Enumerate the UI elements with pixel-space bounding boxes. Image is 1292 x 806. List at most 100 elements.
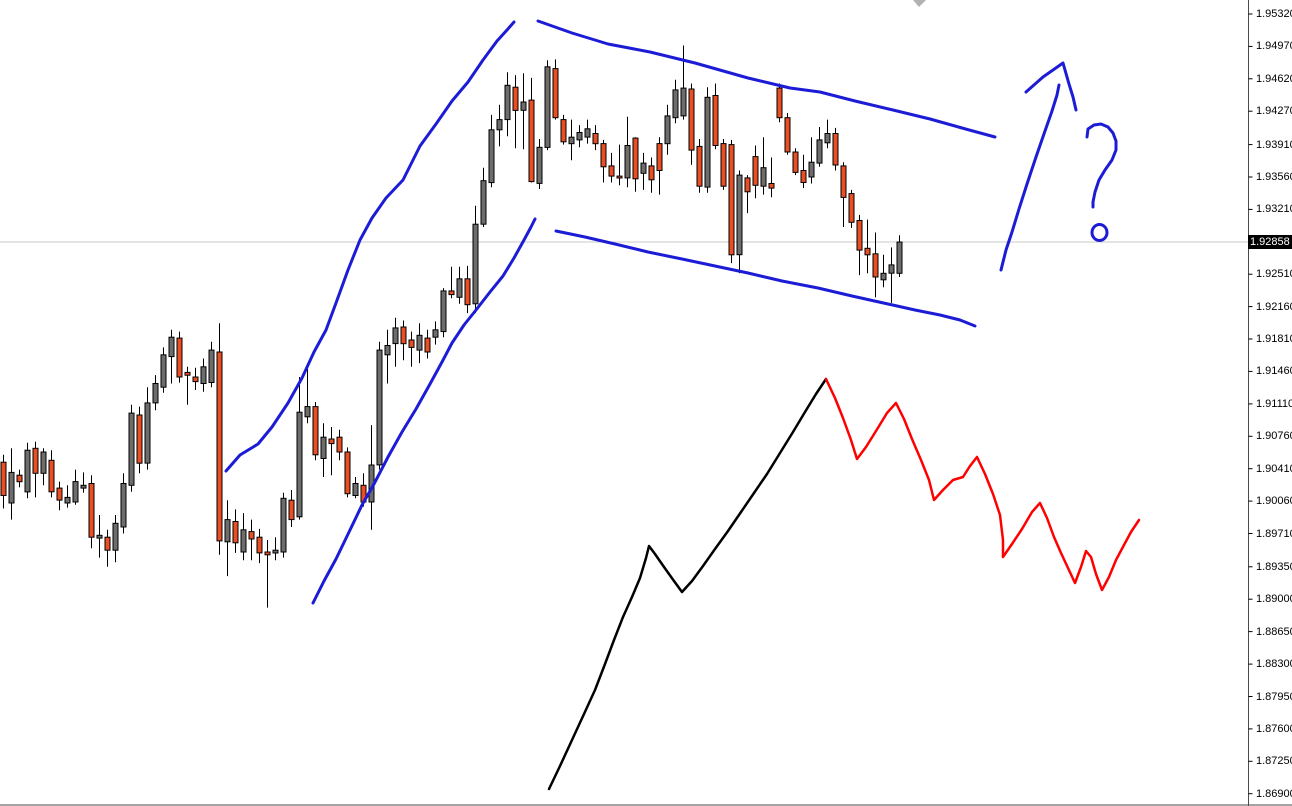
candle bbox=[512, 75, 519, 149]
candle-body bbox=[112, 522, 119, 551]
candle-body bbox=[464, 278, 471, 306]
candle bbox=[240, 513, 247, 561]
breakout-arrow-head-icon[interactable] bbox=[1024, 61, 1078, 112]
candle bbox=[576, 125, 583, 148]
candle-body bbox=[816, 139, 823, 164]
red-decline-projection-line[interactable] bbox=[824, 377, 1141, 592]
candle-body bbox=[176, 337, 183, 378]
black-impulse-projection-line[interactable] bbox=[547, 377, 828, 791]
candle-body bbox=[776, 87, 783, 119]
breakout-arrow-shaft[interactable] bbox=[999, 83, 1061, 272]
candle-body bbox=[0, 461, 7, 497]
candle-body bbox=[160, 354, 167, 388]
candle bbox=[776, 83, 783, 123]
descending-channel-lower-line[interactable] bbox=[554, 229, 977, 328]
candle-body bbox=[288, 499, 295, 521]
candle bbox=[896, 235, 903, 277]
ascending-channel-left-line[interactable] bbox=[224, 20, 516, 473]
candle-body bbox=[768, 183, 775, 189]
candle-body bbox=[456, 278, 463, 298]
candle-body bbox=[680, 87, 687, 117]
candle-body bbox=[64, 496, 71, 504]
candle-body bbox=[232, 521, 239, 544]
candle-body bbox=[880, 272, 887, 281]
candle-body bbox=[656, 143, 663, 172]
candle-body bbox=[616, 175, 623, 179]
candle-body bbox=[600, 143, 607, 168]
candle-body bbox=[144, 402, 151, 464]
candle-body bbox=[856, 220, 863, 251]
candle bbox=[352, 477, 359, 499]
candle bbox=[304, 368, 311, 424]
candle bbox=[288, 490, 295, 527]
candle bbox=[720, 139, 727, 190]
candle bbox=[688, 83, 695, 165]
candle bbox=[640, 152, 647, 190]
candle-body bbox=[248, 531, 255, 540]
candle bbox=[872, 232, 879, 298]
candle-body bbox=[528, 99, 535, 183]
candle bbox=[544, 60, 551, 151]
candle bbox=[800, 154, 807, 189]
candle-body bbox=[224, 519, 231, 543]
candle-body bbox=[576, 132, 583, 141]
candle bbox=[128, 404, 135, 492]
candle bbox=[768, 157, 775, 198]
candle-body bbox=[440, 290, 447, 333]
candle bbox=[888, 247, 895, 303]
candle bbox=[136, 406, 143, 474]
candle bbox=[488, 114, 495, 188]
candle-body bbox=[56, 487, 63, 501]
candle bbox=[648, 157, 655, 193]
candle bbox=[152, 375, 159, 411]
candle bbox=[104, 529, 111, 567]
candle-body bbox=[256, 536, 263, 554]
candle bbox=[144, 387, 151, 470]
candle bbox=[432, 321, 439, 345]
candle-body bbox=[80, 484, 87, 489]
candle-body bbox=[736, 174, 743, 256]
candle-body bbox=[840, 165, 847, 198]
candle bbox=[592, 125, 599, 151]
candle bbox=[672, 79, 679, 124]
question-mark-dot[interactable] bbox=[1090, 223, 1109, 242]
candle-body bbox=[448, 290, 455, 296]
candle bbox=[96, 515, 103, 558]
candle bbox=[456, 266, 463, 304]
candle-body bbox=[416, 334, 423, 351]
candle-body bbox=[488, 129, 495, 184]
candle-body bbox=[672, 89, 679, 119]
candle-body bbox=[896, 241, 903, 274]
candle-body bbox=[512, 86, 519, 111]
ascending-channel-right-line[interactable] bbox=[311, 217, 537, 605]
candle bbox=[32, 441, 39, 498]
candle-body bbox=[760, 167, 767, 187]
candle-body bbox=[280, 497, 287, 553]
candle bbox=[560, 114, 567, 145]
candle bbox=[472, 205, 479, 314]
candle-body bbox=[408, 339, 415, 348]
candle-body bbox=[624, 145, 631, 179]
question-mark-curve[interactable] bbox=[1085, 122, 1118, 209]
candle-body bbox=[184, 371, 191, 376]
candle-body bbox=[344, 451, 351, 495]
candle bbox=[192, 367, 199, 390]
candle bbox=[376, 341, 383, 470]
candle bbox=[600, 139, 607, 183]
candle bbox=[344, 447, 351, 498]
candle bbox=[528, 77, 535, 183]
candle bbox=[712, 83, 719, 150]
descending-channel-upper-line[interactable] bbox=[536, 19, 997, 139]
candle-body bbox=[264, 551, 271, 556]
candle-body bbox=[208, 349, 215, 384]
candle bbox=[80, 472, 87, 493]
candle-body bbox=[568, 136, 575, 145]
candle-body bbox=[104, 536, 111, 551]
candle-body bbox=[584, 128, 591, 138]
candle bbox=[448, 266, 455, 299]
candle bbox=[224, 500, 231, 577]
candle bbox=[832, 127, 839, 171]
current-price-label: 1.92858 bbox=[1248, 235, 1292, 249]
